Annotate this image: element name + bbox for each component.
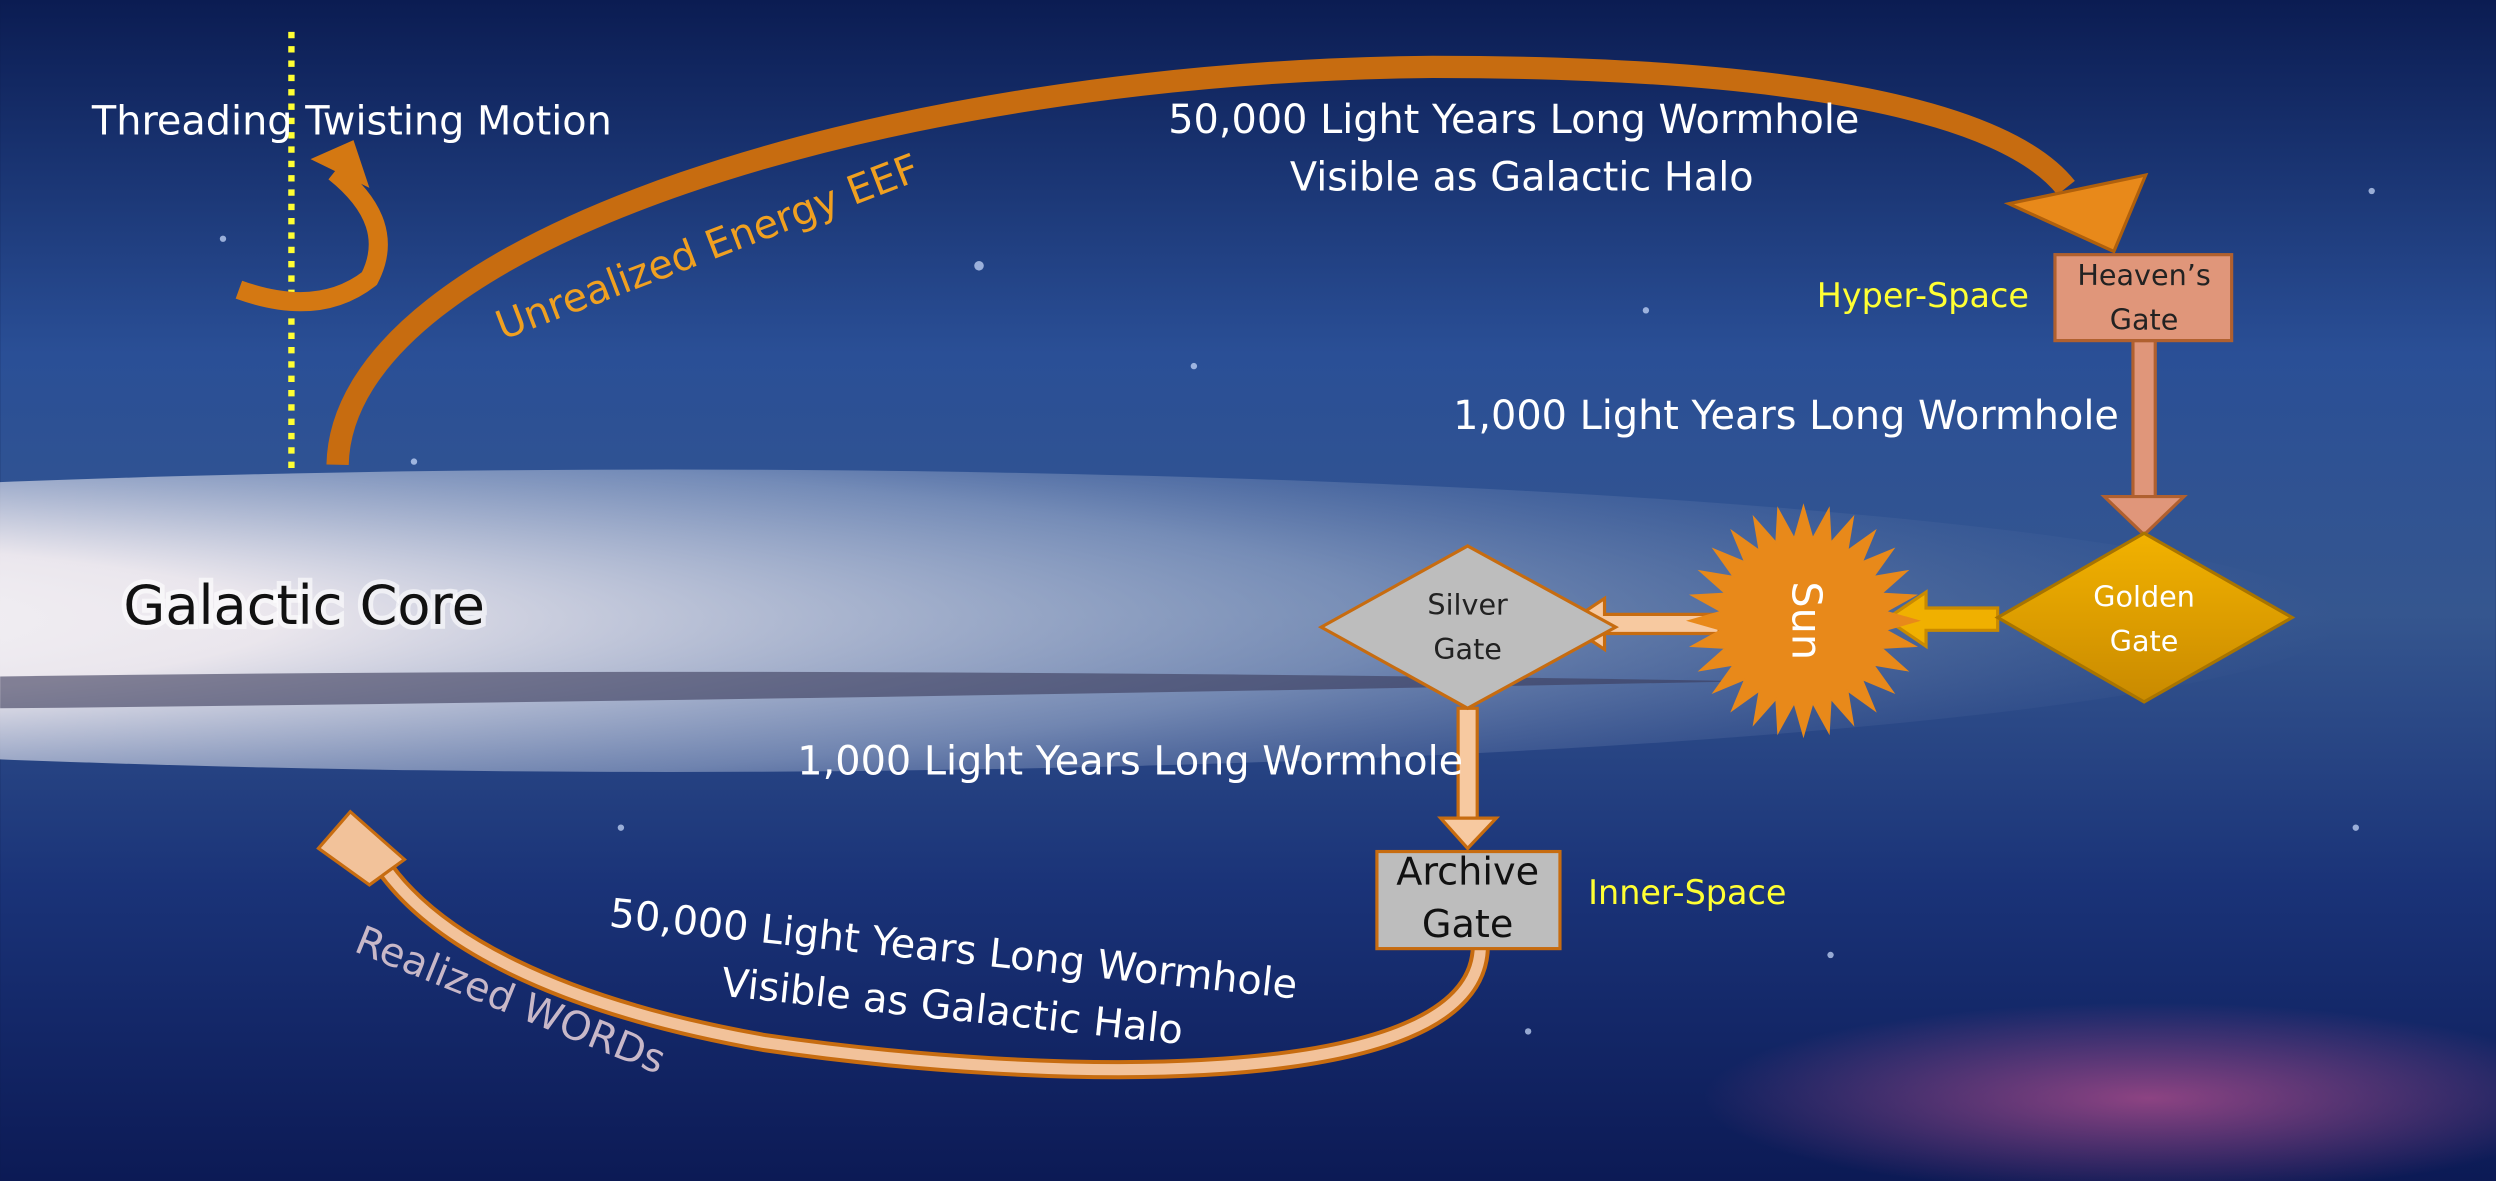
- annotation: 50,000 Light Years Long Wormhole: [1168, 97, 1859, 143]
- region-label: Inner-Space: [1588, 873, 1786, 912]
- node-label: Gate: [2110, 624, 2179, 658]
- annotation: Visible as Galactic Halo: [1290, 154, 1754, 200]
- node-label: Golden: [2093, 579, 2195, 613]
- annotation: Threading Twisting Motion: [91, 99, 612, 145]
- node-label: Heaven’s: [2077, 258, 2210, 292]
- node-label: Gate: [1433, 632, 1502, 666]
- arrow-shaft: [2133, 341, 2155, 500]
- annotation: 1,000 Light Years Long Wormhole: [797, 738, 1463, 784]
- annotation: 1,000 Light Years Long Wormhole: [1453, 393, 2119, 439]
- node-label: Silver: [1427, 587, 1508, 621]
- node-label: Gate: [2110, 303, 2179, 337]
- node-label: Sun: [1782, 581, 1830, 660]
- core-label: Galactic Core: [123, 574, 484, 637]
- diagram: Threading Twisting Motion Unrealized Ene…: [0, 0, 2496, 1181]
- node-label: Gate: [1422, 903, 1513, 947]
- page: Threading Twisting Motion Unrealized Ene…: [0, 0, 2496, 1181]
- node-label: Archive: [1396, 850, 1539, 894]
- region-label: Hyper-Space: [1817, 276, 2029, 315]
